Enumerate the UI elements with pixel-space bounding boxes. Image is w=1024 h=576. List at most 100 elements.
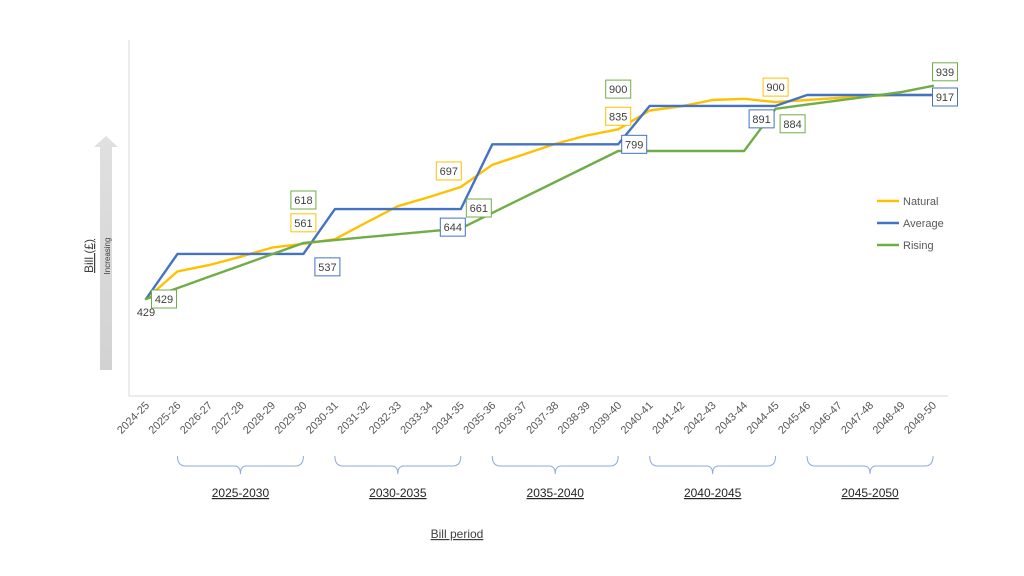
- x-tick-label: 2040-41: [619, 400, 656, 437]
- data-label-value: 900: [609, 84, 627, 96]
- data-label-value: 939: [936, 67, 954, 79]
- y-axis-sublabel: Increasing: [103, 238, 112, 275]
- data-label: 429: [151, 289, 177, 309]
- legend-item: Rising: [877, 240, 934, 252]
- x-tick-label: 2033-34: [398, 400, 435, 437]
- data-label: 884: [779, 114, 806, 134]
- x-tick-label: 2034-35: [430, 400, 467, 437]
- data-label: 537: [314, 257, 341, 277]
- data-label: 835: [605, 106, 632, 126]
- data-label: 561: [290, 213, 317, 233]
- period-label: 2040-2045: [684, 486, 742, 500]
- x-tick-label: 2037-38: [524, 400, 561, 437]
- x-tick-label: 2038-39: [556, 400, 593, 437]
- data-label-box: [762, 77, 789, 97]
- x-tick-label: 2039-40: [587, 400, 624, 437]
- x-tick-label: 2046-47: [808, 400, 845, 437]
- x-axis-label: Bill period: [431, 527, 484, 541]
- data-label-value: 429: [137, 307, 155, 319]
- series-line-natural: [144, 93, 935, 301]
- data-label-value: 917: [936, 92, 954, 104]
- data-label-box: [605, 106, 632, 126]
- x-tick-label: 2024-25: [115, 400, 152, 437]
- data-label: 900: [762, 77, 789, 97]
- data-label: 429: [137, 307, 155, 319]
- x-tick-label: 2048-49: [871, 400, 908, 437]
- x-tick-labels: 2024-252025-262026-272027-282028-292029-…: [115, 400, 939, 437]
- x-tick-label: 2049-50: [902, 400, 939, 437]
- x-tick-label: 2029-30: [272, 400, 309, 437]
- data-label: 917: [932, 87, 958, 107]
- period-label: 2035-2040: [527, 486, 585, 500]
- data-label: 697: [435, 161, 462, 181]
- data-label-box: [932, 87, 958, 107]
- increasing-arrow: [94, 136, 118, 370]
- data-label: 799: [621, 134, 648, 154]
- up-arrow-icon: [94, 136, 118, 370]
- period-bracket: [491, 455, 619, 475]
- data-label-box: [465, 198, 492, 218]
- data-label-value: 429: [155, 294, 173, 306]
- x-tick-label: 2031-32: [335, 400, 372, 437]
- data-label-box: [151, 289, 177, 309]
- x-tick-label: 2036-37: [493, 400, 530, 437]
- x-tick-label: 2032-33: [367, 400, 404, 437]
- data-label-value: 537: [318, 262, 336, 274]
- data-label-box: [435, 161, 462, 181]
- x-tick-label: 2047-48: [839, 400, 876, 437]
- data-label: 618: [290, 190, 317, 210]
- data-label: 939: [932, 62, 958, 82]
- x-tick-label: 2035-36: [461, 400, 498, 437]
- data-label-box: [748, 109, 775, 129]
- period-bracket: [806, 455, 934, 475]
- legend-label: Natural: [903, 196, 938, 208]
- x-tick-label: 2044-45: [745, 400, 782, 437]
- legend-label: Rising: [903, 240, 934, 252]
- x-tick-label: 2030-31: [304, 400, 341, 437]
- x-tick-label: 2027-28: [210, 400, 247, 437]
- data-label-box: [605, 79, 632, 99]
- x-tick-label: 2025-26: [147, 400, 184, 437]
- data-label-box: [779, 114, 806, 134]
- period-label: 2030-2035: [369, 486, 427, 500]
- data-label-box: [290, 213, 317, 233]
- x-tick-label: 2026-27: [178, 400, 215, 437]
- period-bracket: [176, 455, 304, 475]
- period-bracket: [334, 455, 462, 475]
- series-lines: [144, 84, 935, 301]
- data-label-value: 561: [294, 218, 312, 230]
- data-label-value: 618: [294, 195, 312, 207]
- data-label-box: [932, 62, 958, 82]
- period-label: 2025-2030: [212, 486, 270, 500]
- data-label-value: 644: [444, 222, 462, 234]
- data-label-box: [439, 217, 466, 237]
- data-label: 900: [605, 79, 632, 99]
- data-label-value: 884: [783, 119, 801, 131]
- data-label-value: 900: [766, 82, 784, 94]
- data-label-box: [314, 257, 341, 277]
- period-groups: 2025-2030 2030-2035 2035-2040 2040-2045 2045…: [176, 455, 934, 500]
- data-label-value: 835: [609, 111, 627, 123]
- legend-label: Average: [903, 218, 944, 230]
- y-axis-label: Bill (£): [82, 239, 96, 273]
- data-label-box: [290, 190, 317, 210]
- series-line-rising: [144, 84, 935, 301]
- series-line-average: [144, 93, 935, 301]
- data-label-box: [621, 134, 648, 154]
- period-bracket: [649, 455, 777, 475]
- x-tick-label: 2042-43: [682, 400, 719, 437]
- data-label-value: 661: [470, 203, 488, 215]
- legend-item: Natural: [877, 196, 938, 208]
- x-tick-label: 2043-44: [713, 400, 750, 437]
- data-label-value: 799: [625, 139, 643, 151]
- data-label: 644: [439, 217, 466, 237]
- x-tick-label: 2045-46: [776, 400, 813, 437]
- data-label-value: 697: [440, 166, 458, 178]
- data-label: 891: [748, 109, 775, 129]
- legend: Natural Average Rising: [877, 196, 944, 252]
- legend-item: Average: [877, 218, 944, 230]
- x-tick-label: 2028-29: [241, 400, 278, 437]
- data-label: 661: [465, 198, 492, 218]
